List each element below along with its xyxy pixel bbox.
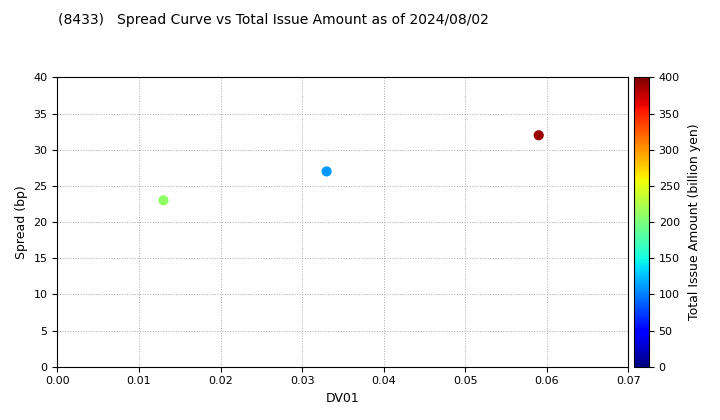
Point	[321, 168, 333, 175]
X-axis label: DV01: DV01	[326, 392, 360, 405]
Text: (8433)   Spread Curve vs Total Issue Amount as of 2024/08/02: (8433) Spread Curve vs Total Issue Amoun…	[58, 13, 488, 26]
Point	[533, 132, 544, 139]
Y-axis label: Spread (bp): Spread (bp)	[15, 185, 28, 259]
Y-axis label: Total Issue Amount (billion yen): Total Issue Amount (billion yen)	[688, 124, 701, 320]
Point	[158, 197, 169, 204]
